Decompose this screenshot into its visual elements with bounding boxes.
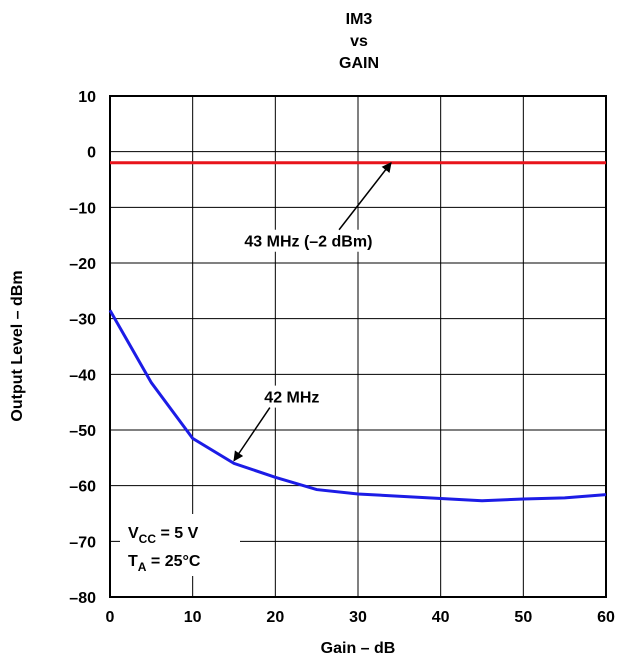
y-tick-label: 0	[87, 145, 96, 162]
condition-ta-main: T	[128, 553, 138, 570]
condition-vcc-subscript: CC	[139, 532, 157, 546]
x-tick-label: 10	[184, 609, 202, 626]
y-tick-label: 10	[78, 89, 96, 106]
y-tick-label: –60	[69, 479, 96, 496]
condition-ta: TA = 25°C	[128, 553, 201, 574]
y-tick-label: –20	[69, 256, 96, 273]
annotation-43mhz-background	[233, 229, 383, 252]
plot-frame	[109, 95, 607, 598]
x-tick-label: 40	[432, 609, 450, 626]
x-tick-label: 50	[514, 609, 532, 626]
y-tick-label: –50	[69, 423, 96, 440]
annotation-42mhz-arrow	[233, 407, 271, 462]
annotation-42mhz-background	[259, 385, 325, 408]
conditions-background	[120, 514, 240, 576]
x-tick-labels: 0 10 20 30 40 50 60	[106, 609, 615, 626]
y-tick-label: –30	[69, 312, 96, 329]
condition-vcc-value: = 5 V	[156, 525, 199, 542]
x-tick-label: 0	[106, 609, 115, 626]
x-tick-label: 60	[597, 609, 615, 626]
x-tick-label: 30	[349, 609, 367, 626]
condition-ta-subscript: A	[138, 560, 147, 574]
chart-title-line-3: GAIN	[339, 55, 379, 72]
x-tick-label: 20	[266, 609, 284, 626]
y-tick-label: –10	[69, 200, 96, 217]
condition-vcc-main: V	[128, 525, 139, 542]
annotation-43mhz-arrow	[338, 162, 392, 231]
chart-title-line-2: vs	[350, 33, 368, 50]
y-tick-labels: 10 0 –10 –20 –30 –40 –50 –60 –70 –80	[69, 89, 96, 607]
chart-title-line-1: IM3	[346, 11, 373, 28]
annotation-43mhz-label: 43 MHz (–2 dBm)	[244, 234, 372, 251]
y-tick-label: –80	[69, 590, 96, 607]
condition-ta-value: = 25°C	[146, 553, 200, 570]
y-tick-label: –70	[69, 534, 96, 551]
condition-vcc: VCC = 5 V	[128, 525, 199, 546]
y-tick-label: –40	[69, 367, 96, 384]
y-axis-label: Output Level – dBm	[9, 270, 26, 421]
annotation-42mhz-label: 42 MHz	[264, 390, 319, 407]
series-42mhz-line	[108, 309, 607, 503]
x-axis-label: Gain – dB	[321, 640, 396, 657]
